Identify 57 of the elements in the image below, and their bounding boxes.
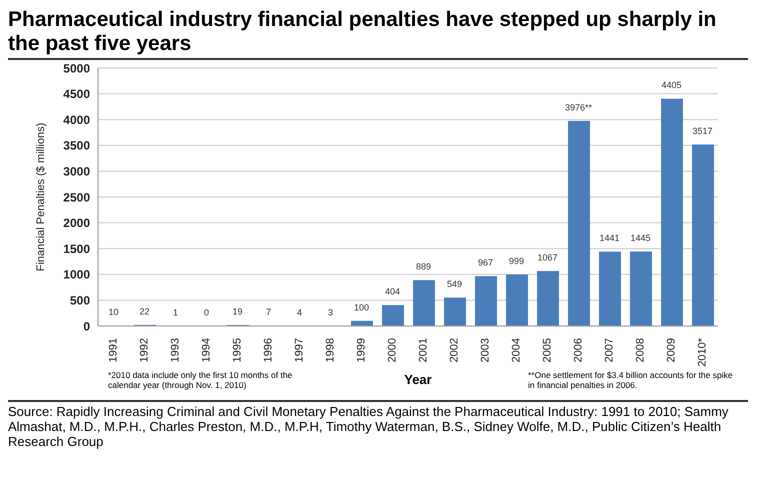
data-label: 3517 (692, 126, 713, 136)
x-tick-label: 2008 (634, 338, 646, 362)
text: *2010 data include only the first 10 months of the calendar year (through Nov. 1, 2010) (108, 370, 294, 390)
data-label: 100 (354, 302, 370, 312)
data-label: 1067 (537, 252, 558, 262)
x-tick-label: 2002 (448, 338, 460, 362)
x-tick-label: 2000 (386, 338, 398, 362)
y-tick-label: 1000 (63, 268, 90, 282)
data-label: 1445 (630, 232, 651, 243)
source-note: Source: Rapidly Increasing Criminal and Civil Monetary Penalties Against the Pharmaceutical Industry: 1991 to 2010; Sammy Almashat, M.D., M.P.H., Charles Preston, M.D., M.P.H, Timothy Waterman, B.S., Sidney Wolfe, M.D., Public Citizen’s Health Research Group (8, 400, 748, 449)
x-axis-title: Year (403, 371, 433, 387)
x-tick-label: 2006 (572, 338, 584, 362)
data-label: 967 (478, 258, 494, 268)
y-tick-label: 4000 (63, 112, 90, 127)
y-tick-label: 5000 (63, 61, 90, 76)
x-tick-label: 1999 (356, 338, 368, 362)
x-tick-label: 2001 (418, 338, 430, 362)
data-label: 1441 (599, 233, 620, 244)
chart-title: Pharmaceutical industry financial penalties have stepped up sharply in the past five years (8, 8, 748, 60)
x-tick-label: 1998 (324, 338, 336, 362)
data-label: 4 (296, 307, 302, 318)
x-tick-label: 1993 (170, 338, 182, 362)
y-axis-title: Financial Penalties ($ millions) (34, 122, 47, 272)
x-tick-label: 2005 (542, 338, 554, 362)
data-label: 3976** (564, 102, 593, 112)
y-tick-label: 4500 (63, 87, 90, 102)
x-tick-label: 1992 (138, 338, 150, 362)
y-tick-label: 2000 (63, 216, 90, 230)
x-tick-label: 2010* (696, 337, 708, 367)
y-tick-label: 500 (70, 293, 90, 308)
data-label: 10 (108, 306, 119, 317)
x-tick-label: 2009 (666, 338, 678, 362)
x-tick-label: 2003 (480, 338, 492, 362)
x-tick-label: 1995 (232, 338, 244, 362)
data-label: 22 (139, 306, 150, 316)
y-tick-label: 3000 (63, 164, 90, 178)
data-label: 7 (266, 307, 272, 318)
data-label: 3 (328, 307, 334, 318)
data-label: 549 (446, 279, 462, 290)
y-tick-label: 3500 (63, 138, 90, 153)
y-tick-label: 1500 (63, 242, 90, 256)
data-label: 1 (172, 307, 178, 318)
x-tick-label: 2004 (510, 338, 522, 362)
y-tick-label: 2500 (63, 190, 90, 204)
x-tick-label: 1991 (108, 338, 120, 362)
x-tick-label: 2007 (604, 338, 616, 362)
x-tick-label: 1994 (200, 338, 212, 362)
data-label: 889 (416, 262, 432, 272)
x-tick-label: 1996 (262, 338, 274, 362)
x-tick-label: 1997 (294, 338, 306, 362)
data-label: 999 (508, 256, 524, 266)
data-label: 404 (384, 286, 400, 297)
data-label: 19 (232, 306, 243, 317)
text: **One settlement for $3.4 billion accounts for the spike in financial penalties in 2006. (528, 370, 734, 390)
y-tick-label: 0 (83, 319, 90, 334)
data-label: 4405 (661, 80, 682, 90)
data-label: 0 (204, 307, 210, 318)
